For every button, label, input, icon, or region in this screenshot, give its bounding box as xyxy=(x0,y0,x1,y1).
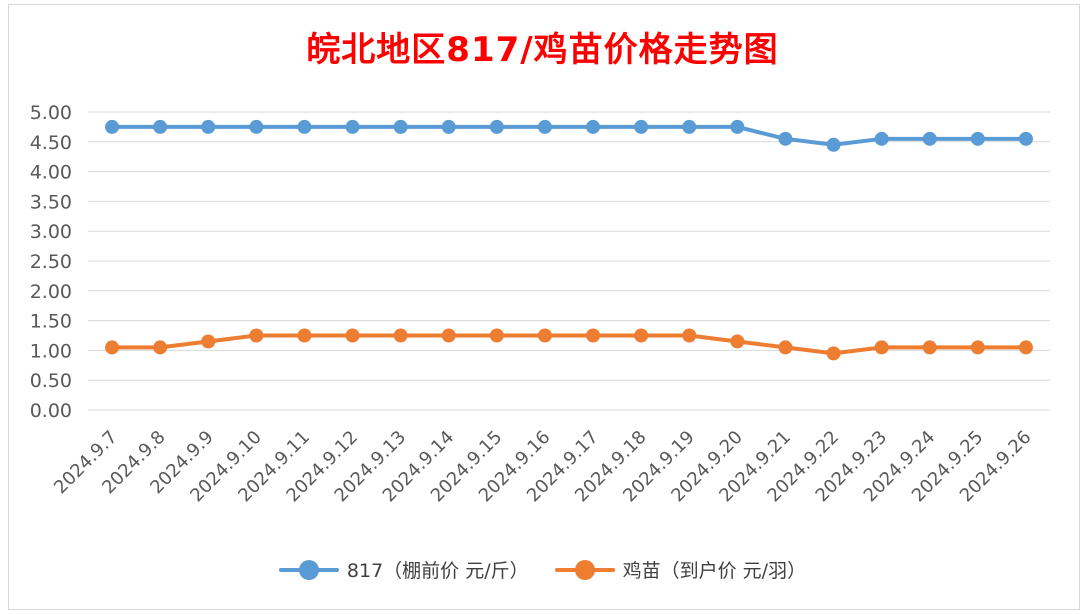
y-tick-label: 4.00 xyxy=(30,162,72,184)
legend-label-series-1: 817（棚前价 元/斤） xyxy=(346,560,529,582)
data-point-series-2 xyxy=(153,340,168,355)
data-point-series-1 xyxy=(922,131,937,146)
data-point-series-1 xyxy=(634,119,649,134)
data-point-series-2 xyxy=(537,328,552,343)
data-point-series-2 xyxy=(249,328,264,343)
legend-marker-series-1 xyxy=(278,559,339,580)
data-point-series-2 xyxy=(393,328,408,343)
y-tick-label: 0.00 xyxy=(30,400,72,422)
y-tick-label: 3.00 xyxy=(30,221,72,243)
series-line-2 xyxy=(110,333,1028,356)
data-point-series-1 xyxy=(537,119,552,134)
y-tick-label: 4.50 xyxy=(30,132,72,154)
data-point-series-2 xyxy=(922,340,937,355)
y-tick-label: 5.00 xyxy=(30,102,72,124)
data-point-series-1 xyxy=(874,131,889,146)
data-point-series-1 xyxy=(1018,131,1033,146)
data-point-series-2 xyxy=(297,328,312,343)
y-tick-label: 1.50 xyxy=(30,311,72,333)
chart-title: 皖北地区817/鸡苗价格走势图 xyxy=(306,30,779,70)
data-point-series-1 xyxy=(489,119,504,134)
data-point-series-2 xyxy=(201,334,216,349)
data-point-series-2 xyxy=(826,346,841,361)
data-point-series-1 xyxy=(441,119,456,134)
legend-marker-series-2 xyxy=(554,559,615,580)
data-point-series-1 xyxy=(153,119,168,134)
data-point-series-1 xyxy=(682,119,697,134)
data-point-series-1 xyxy=(393,119,408,134)
data-point-series-2 xyxy=(1018,340,1033,355)
y-tick-label: 2.50 xyxy=(30,251,72,273)
data-point-series-2 xyxy=(730,334,745,349)
data-point-series-2 xyxy=(778,340,793,355)
data-point-series-2 xyxy=(682,328,697,343)
series-line-1 xyxy=(110,124,1028,147)
data-point-series-2 xyxy=(970,340,985,355)
data-point-series-1 xyxy=(345,119,360,134)
chart-frame xyxy=(8,4,1080,610)
data-point-series-1 xyxy=(970,131,985,146)
data-point-series-1 xyxy=(201,119,216,134)
data-point-series-1 xyxy=(730,119,745,134)
data-point-series-1 xyxy=(105,119,120,134)
data-point-series-2 xyxy=(441,328,456,343)
data-point-series-2 xyxy=(345,328,360,343)
y-tick-label: 1.00 xyxy=(30,340,72,362)
data-point-series-1 xyxy=(826,137,841,152)
data-point-series-1 xyxy=(297,119,312,134)
data-point-series-2 xyxy=(489,328,504,343)
y-tick-label: 3.50 xyxy=(30,191,72,213)
legend-item-series-2: 鸡苗（到户价 元/羽） xyxy=(554,556,807,583)
y-tick-label: 0.50 xyxy=(30,370,72,392)
data-point-series-1 xyxy=(778,131,793,146)
y-tick-label: 2.00 xyxy=(30,281,72,303)
data-point-series-2 xyxy=(874,340,889,355)
chart-legend: 817（棚前价 元/斤） 鸡苗（到户价 元/羽） xyxy=(0,556,1085,583)
data-point-series-2 xyxy=(105,340,120,355)
legend-item-series-1: 817（棚前价 元/斤） xyxy=(278,556,529,583)
data-point-series-2 xyxy=(634,328,649,343)
data-point-series-2 xyxy=(586,328,601,343)
data-point-series-1 xyxy=(586,119,601,134)
data-point-series-1 xyxy=(249,119,264,134)
legend-label-series-2: 鸡苗（到户价 元/羽） xyxy=(622,560,807,582)
